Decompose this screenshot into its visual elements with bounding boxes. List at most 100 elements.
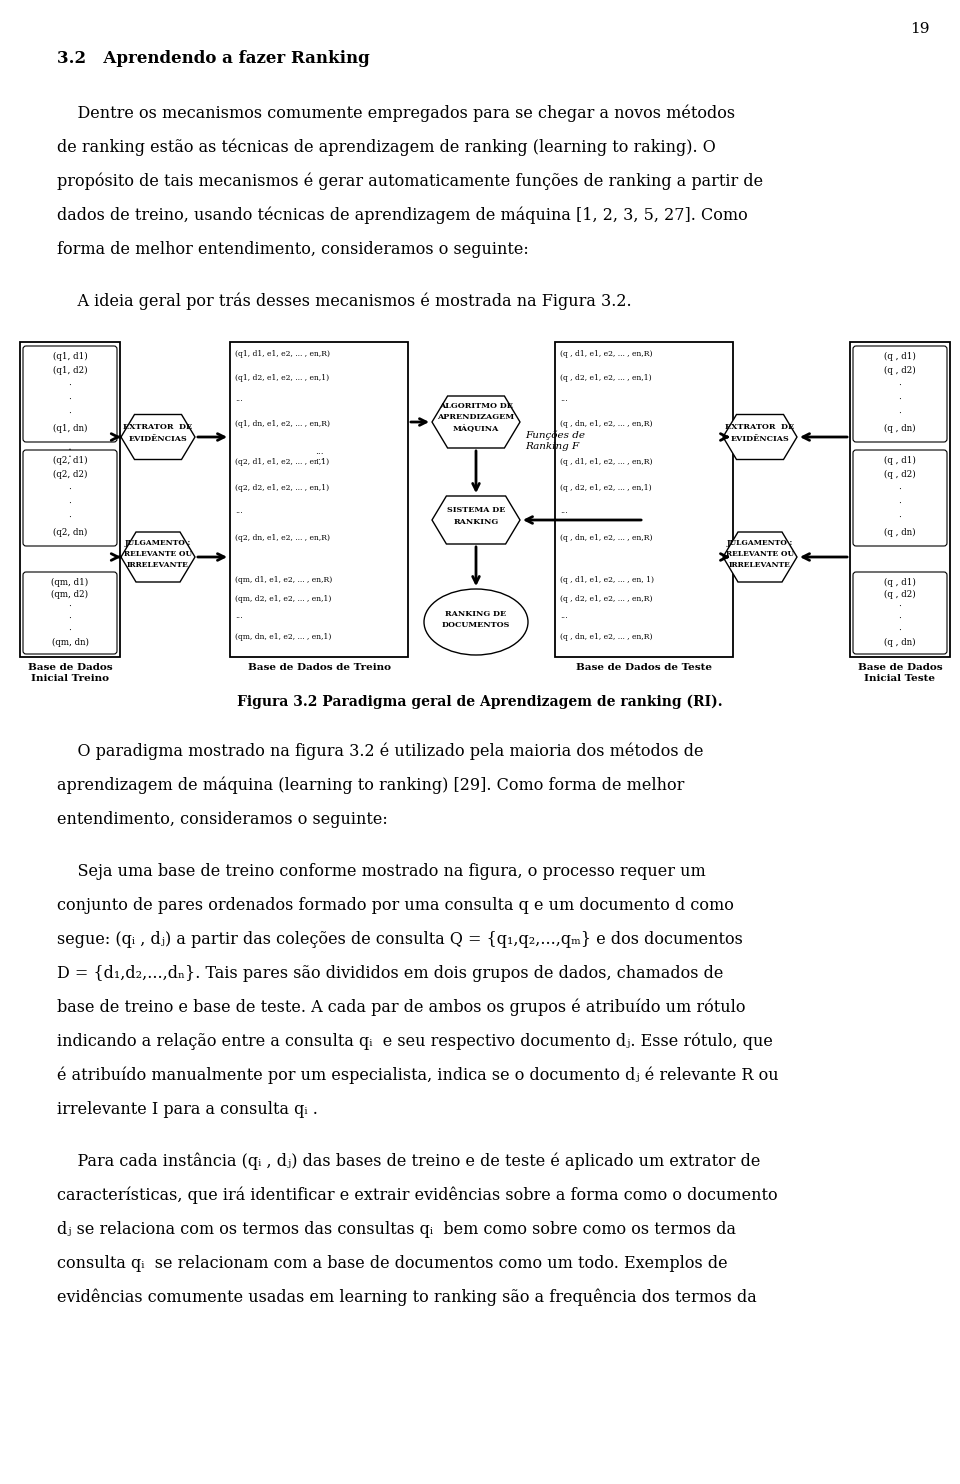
Bar [230,341,408,657]
Text: evidências comumente usadas em learning to ranking são a frequência dos termos d: evidências comumente usadas em learning … [57,1290,756,1306]
Text: JULGAMENTO :: JULGAMENTO : [727,539,793,548]
Text: 3.2   Aprendendo a fazer Ranking: 3.2 Aprendendo a fazer Ranking [57,50,370,67]
Text: ⋅⋅⋅: ⋅⋅⋅ [235,398,243,405]
Text: Inicial Teste: Inicial Teste [865,674,935,683]
Text: ⋅⋅⋅: ⋅⋅⋅ [560,614,568,622]
Text: base de treino e base de teste. A cada par de ambos os grupos é atribuído um rót: base de treino e base de teste. A cada p… [57,999,746,1017]
Text: RELEVANTE OU: RELEVANTE OU [726,551,794,558]
Text: entendimento, consideramos o seguinte:: entendimento, consideramos o seguinte: [57,810,388,828]
Text: (q , d2, e1, e2, ... , en,1): (q , d2, e1, e2, ... , en,1) [560,484,652,491]
Text: Para cada instância (qᵢ , dⱼ) das bases de treino e de teste é aplicado um extra: Para cada instância (qᵢ , dⱼ) das bases … [57,1153,760,1171]
Text: EVIDÊNCIAS: EVIDÊNCIAS [129,435,187,444]
Text: (qm, d1): (qm, d1) [52,577,88,588]
Text: de ranking estão as técnicas de aprendizagem de ranking (learning to raking). O: de ranking estão as técnicas de aprendiz… [57,139,716,156]
FancyBboxPatch shape [853,571,947,654]
Text: (q2, dn): (q2, dn) [53,528,87,537]
Polygon shape [121,531,195,582]
Polygon shape [432,396,520,448]
Text: ⋅: ⋅ [899,626,901,635]
Bar [555,341,733,657]
FancyBboxPatch shape [23,346,117,442]
Text: ⋅⋅⋅: ⋅⋅⋅ [560,398,568,405]
Text: Dentre os mecanismos comumente empregados para se chegar a novos métodos: Dentre os mecanismos comumente empregado… [57,105,735,123]
FancyBboxPatch shape [853,346,947,442]
Ellipse shape [424,589,528,654]
Text: ⋅: ⋅ [899,513,901,522]
Text: JULGAMENTO :: JULGAMENTO : [125,539,191,548]
Polygon shape [121,414,195,460]
Text: (q1, d1, e1, e2, ... , en,R): (q1, d1, e1, e2, ... , en,R) [235,350,330,358]
Text: Figura 3.2 Paradigma geral de Aprendizagem de ranking (RI).: Figura 3.2 Paradigma geral de Aprendizag… [237,695,723,709]
Text: consulta qᵢ  se relacionam com a base de documentos como um todo. Exemplos de: consulta qᵢ se relacionam com a base de … [57,1255,728,1272]
Text: (q , d2): (q , d2) [884,470,916,479]
Text: ⋅: ⋅ [68,381,71,390]
Polygon shape [723,414,797,460]
Text: segue: (qᵢ , dⱼ) a partir das coleções de consulta Q = {q₁,q₂,...,qₘ} e dos docu: segue: (qᵢ , dⱼ) a partir das coleções d… [57,930,743,948]
Text: D = {d₁,d₂,...,dₙ}. Tais pares são divididos em dois grupos de dados, chamados d: D = {d₁,d₂,...,dₙ}. Tais pares são divid… [57,965,724,982]
Text: ⋅: ⋅ [68,445,72,456]
FancyBboxPatch shape [23,571,117,654]
Text: ⋅: ⋅ [68,485,71,494]
Text: ⋅: ⋅ [68,395,71,404]
Text: ⋅: ⋅ [899,485,901,494]
Text: conjunto de pares ordenados formado por uma consulta q e um documento d como: conjunto de pares ordenados formado por … [57,896,733,914]
Text: é atribuído manualmente por um especialista, indica se o documento dⱼ é relevant: é atribuído manualmente por um especiali… [57,1067,779,1085]
Text: (q1, d2, e1, e2, ... , en,1): (q1, d2, e1, e2, ... , en,1) [235,374,329,381]
Text: (q , dn, e1, e2, ... , en,R): (q , dn, e1, e2, ... , en,R) [560,534,653,543]
Text: ⋅: ⋅ [68,513,71,522]
Text: Ranking F: Ranking F [525,442,579,451]
Text: (qm, d1, e1, e2, ... , en,R): (qm, d1, e1, e2, ... , en,R) [235,576,332,585]
Text: O paradigma mostrado na figura 3.2 é utilizado pela maioria dos métodos de: O paradigma mostrado na figura 3.2 é uti… [57,743,704,760]
Text: ⋅: ⋅ [899,395,901,404]
Text: (q , dn): (q , dn) [884,528,916,537]
Text: (q , d1): (q , d1) [884,577,916,588]
Text: APRENDIZAGEM: APRENDIZAGEM [438,413,515,421]
Text: indicando a relação entre a consulta qᵢ  e seu respectivo documento dⱼ. Esse rót: indicando a relação entre a consulta qᵢ … [57,1033,773,1051]
Text: (q , d2): (q , d2) [884,591,916,600]
Text: (q2, d2, e1, e2, ... , en,1): (q2, d2, e1, e2, ... , en,1) [235,484,329,491]
Text: EVIDÊNCIAS: EVIDÊNCIAS [731,435,789,444]
Text: (q2, d2): (q2, d2) [53,470,87,479]
Text: IRRELEVANTE: IRRELEVANTE [127,561,189,568]
Text: (q , d1): (q , d1) [884,352,916,361]
Text: Base de Dados: Base de Dados [857,663,943,672]
Text: (q , d1, e1, e2, ... , en,R): (q , d1, e1, e2, ... , en,R) [560,350,653,358]
Text: ⋅: ⋅ [68,499,71,508]
Text: propósito de tais mecanismos é gerar automaticamente funções de ranking a partir: propósito de tais mecanismos é gerar aut… [57,174,763,190]
Text: ⋅: ⋅ [899,614,901,623]
Text: (q , d2, e1, e2, ... , en,R): (q , d2, e1, e2, ... , en,R) [560,595,653,603]
Text: EXTRATOR  DE: EXTRATOR DE [726,423,795,430]
Text: Funções de: Funções de [525,430,585,439]
Text: Base de Dados de Teste: Base de Dados de Teste [576,663,712,672]
Polygon shape [432,496,520,545]
Text: (q , d1, e1, e2, ... , en, 1): (q , d1, e1, e2, ... , en, 1) [560,576,654,585]
Text: 19: 19 [910,22,929,36]
Text: MÁQUINA: MÁQUINA [453,424,499,432]
Text: (q1, d1): (q1, d1) [53,352,87,361]
Text: (q1, dn): (q1, dn) [53,423,87,433]
Text: (q1, d2): (q1, d2) [53,367,87,375]
Text: IRRELEVANTE: IRRELEVANTE [729,561,791,568]
Text: Inicial Treino: Inicial Treino [31,674,109,683]
Text: ⋅: ⋅ [899,381,901,390]
FancyBboxPatch shape [853,450,947,546]
Bar [850,341,950,657]
Text: (q , dn, e1, e2, ... , en,R): (q , dn, e1, e2, ... , en,R) [560,634,653,641]
Text: (qm, dn, e1, e2, ... , en,1): (qm, dn, e1, e2, ... , en,1) [235,634,331,641]
FancyBboxPatch shape [23,450,117,546]
Text: (q , d2, e1, e2, ... , en,1): (q , d2, e1, e2, ... , en,1) [560,374,652,381]
Text: ⋅⋅⋅: ⋅⋅⋅ [315,456,324,464]
Bar [20,341,120,657]
Text: RELEVANTE OU: RELEVANTE OU [124,551,192,558]
Text: Base de Dados: Base de Dados [28,663,112,672]
Text: (qm, d2, e1, e2, ... , en,1): (qm, d2, e1, e2, ... , en,1) [235,595,331,603]
Text: (q , d1, e1, e2, ... , en,R): (q , d1, e1, e2, ... , en,R) [560,459,653,466]
Text: (q , dn): (q , dn) [884,423,916,433]
Text: ⋅: ⋅ [899,410,901,418]
Text: Base de Dados de Treino: Base de Dados de Treino [248,663,391,672]
Text: ⋅: ⋅ [899,603,901,611]
Text: aprendizagem de máquina (learning to ranking) [29]. Como forma de melhor: aprendizagem de máquina (learning to ran… [57,778,684,794]
Text: ⋅⋅⋅: ⋅⋅⋅ [315,450,324,459]
Text: ⋅⋅⋅: ⋅⋅⋅ [235,614,243,622]
Text: EXTRATOR  DE: EXTRATOR DE [124,423,193,430]
